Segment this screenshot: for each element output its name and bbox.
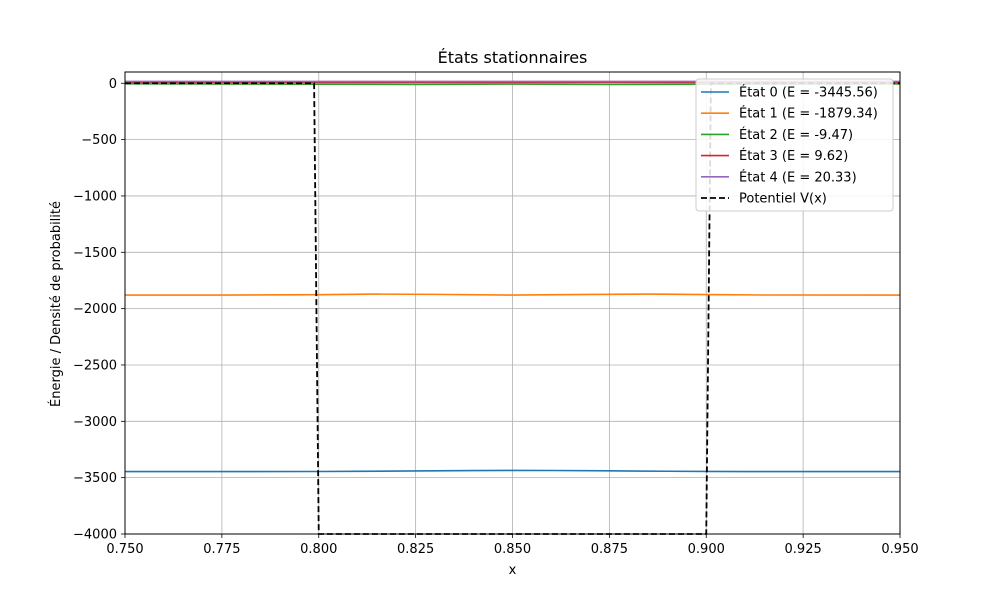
y-axis-label: Énergie / Densité de probabilité [48, 201, 64, 407]
x-tick-label: 0.825 [397, 542, 434, 557]
x-tick-label: 0.750 [106, 542, 143, 557]
legend-box [695, 78, 894, 212]
x-tick-label: 0.850 [494, 542, 531, 557]
series-line-1 [125, 293, 901, 296]
y-tick-label: −3500 [73, 471, 117, 486]
y-tick-label: 0 [109, 77, 117, 92]
x-tick-label: 0.950 [881, 542, 918, 557]
y-tick-label: −1000 [73, 189, 117, 204]
x-tick-label: 0.875 [591, 542, 628, 557]
y-tick-label: −2500 [73, 358, 117, 373]
legend-label: État 0 (E = -3445.56) [739, 85, 878, 101]
y-tick-label: −4000 [73, 528, 117, 543]
legend-label: État 4 (E = 20.33) [739, 169, 857, 185]
legend-label: État 1 (E = -1879.34) [739, 106, 878, 122]
y-tick-label: −2000 [73, 302, 117, 317]
y-axis-ticks: 0 −500 −1000 −1500 −2000 −2500 −3000 −3500 −4000 [73, 77, 125, 543]
x-tick-label: 0.775 [203, 542, 240, 557]
series-line-0 [125, 469, 900, 473]
chart-title: États stationnaires [438, 48, 588, 67]
legend-label: État 2 (E = -9.47) [739, 127, 853, 143]
x-axis-ticks: 0.750 0.775 0.800 0.825 0.850 0.875 0.900 0.925… [106, 534, 919, 557]
legend: État 0 (E = -3445.56) État 1 (E = -1879.3… [695, 78, 894, 212]
y-tick-label: −3000 [73, 415, 117, 430]
legend-label: Potentiel V(x) [739, 192, 827, 207]
y-tick-label: −500 [81, 133, 117, 148]
legend-label: État 3 (E = 9.62) [739, 148, 848, 164]
x-tick-label: 0.925 [785, 542, 822, 557]
x-tick-label: 0.900 [688, 542, 725, 557]
x-axis-label: x [509, 563, 517, 578]
y-tick-label: −1500 [73, 246, 117, 261]
x-tick-label: 0.800 [300, 542, 337, 557]
